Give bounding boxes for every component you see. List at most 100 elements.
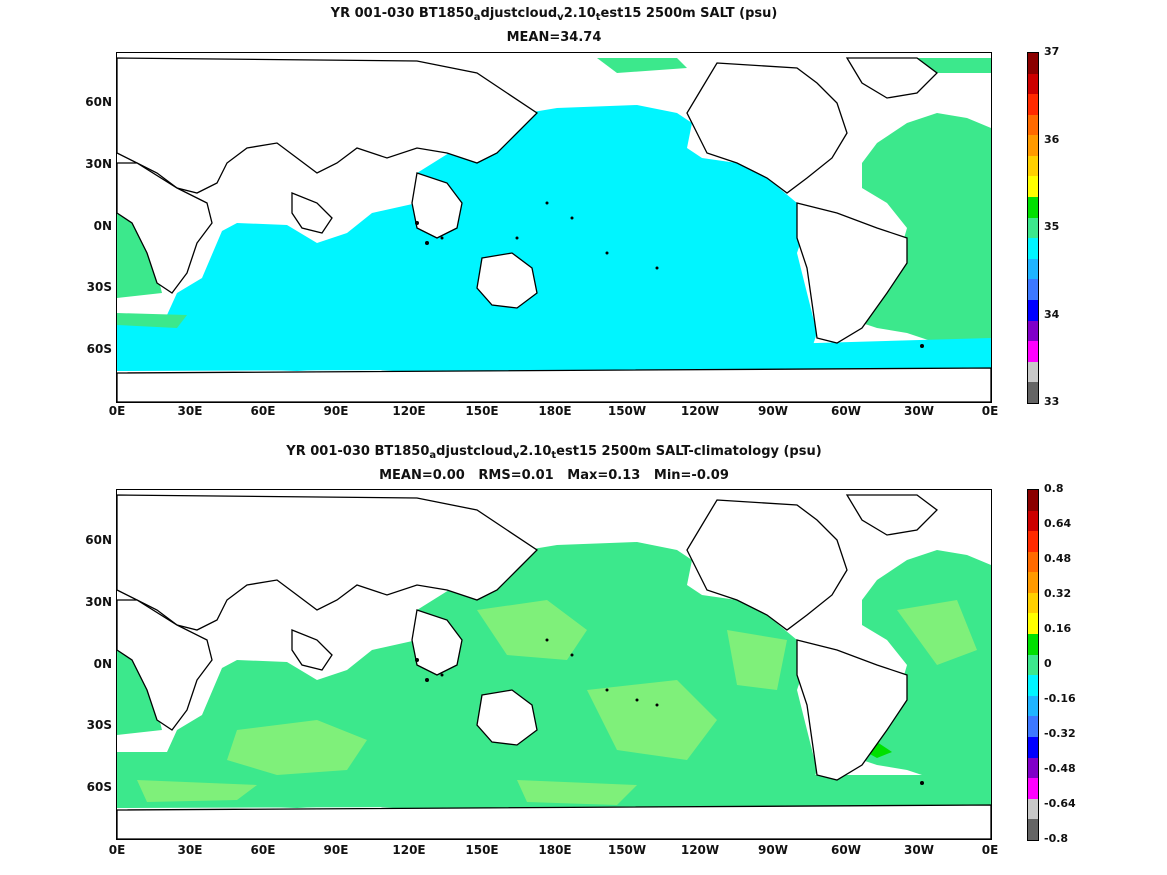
colorbar-swatch	[1028, 592, 1038, 614]
colorbar-tick-label: 0.48	[1044, 552, 1072, 565]
colorbar-swatch	[1028, 135, 1038, 156]
colorbar-swatch	[1028, 778, 1038, 799]
colorbar-tick-label: -0.8	[1044, 832, 1069, 845]
y-tick: 0N	[93, 657, 112, 671]
colorbar-tick-label: 35	[1044, 220, 1060, 233]
x-tick: 60W	[831, 843, 861, 857]
colorbar	[1027, 52, 1039, 404]
colorbar-tick-label: 0	[1044, 657, 1052, 670]
colorbar-tick-label: 0.32	[1044, 587, 1072, 600]
anomaly-patches	[137, 600, 977, 805]
x-tick: 60W	[831, 404, 861, 418]
x-tick: 120E	[392, 404, 426, 418]
colorbar	[1027, 489, 1039, 841]
x-tick: 60E	[250, 404, 276, 418]
colorbar-tick-label: 37	[1044, 45, 1060, 58]
panel-title: YR 001-030 BT1850adjustcloudv2.10test15 …	[330, 6, 778, 23]
colorbar-swatch	[1028, 757, 1038, 779]
colorbar-swatch	[1028, 675, 1038, 696]
colorbar-swatch	[1028, 361, 1038, 383]
x-tick: 30W	[904, 404, 934, 418]
colorbar-swatch	[1028, 382, 1038, 403]
colorbar-swatch	[1028, 114, 1038, 136]
y-tick: 0N	[93, 219, 112, 233]
x-tick: 0E	[108, 404, 126, 418]
x-tick: 60E	[250, 843, 276, 857]
salinity-map	[116, 52, 992, 403]
x-tick: 150E	[465, 404, 499, 418]
x-tick: 120W	[680, 843, 720, 857]
x-tick: 30E	[177, 404, 203, 418]
x-tick: 90E	[323, 843, 349, 857]
colorbar-swatch	[1028, 299, 1038, 321]
colorbar-swatch	[1028, 634, 1038, 655]
colorbar-tick-label: 36	[1044, 132, 1060, 146]
continents	[117, 57, 991, 402]
colorbar-tick-label: 0.16	[1044, 622, 1072, 635]
islands	[415, 638, 924, 785]
colorbar-swatch	[1028, 819, 1038, 840]
colorbar-swatch	[1028, 490, 1038, 511]
colorbar-tick-label: -0.32	[1044, 727, 1076, 740]
colorbar-swatch	[1028, 798, 1038, 820]
colorbar-swatch	[1028, 510, 1038, 532]
colorbar-swatch	[1028, 94, 1038, 115]
x-tick: 30E	[177, 843, 203, 857]
colorbar-swatch	[1028, 716, 1038, 737]
x-tick: 90E	[323, 404, 349, 418]
colorbar-tick-label: -0.48	[1044, 762, 1076, 775]
islands	[415, 201, 924, 348]
colorbar-swatch	[1028, 155, 1038, 177]
colorbar-swatch	[1028, 531, 1038, 552]
colorbar-swatch	[1028, 613, 1038, 635]
colorbar-tick-label: 33	[1044, 395, 1060, 408]
colorbar-swatch	[1028, 279, 1038, 300]
colorbar-tick-label: -0.64	[1044, 797, 1076, 810]
colorbar-swatch	[1028, 654, 1038, 676]
x-tick: 180E	[538, 843, 572, 857]
colorbar-swatch	[1028, 197, 1038, 218]
colorbar-swatch	[1028, 258, 1038, 280]
x-tick: 0E	[981, 404, 999, 418]
panel-title: YR 001-030 BT1850adjustcloudv2.10test15 …	[286, 444, 822, 461]
colorbar-swatch	[1028, 53, 1038, 74]
atlantic-ocean	[862, 113, 991, 353]
colorbar-tick-label: 0.64	[1044, 517, 1072, 530]
y-tick: 60N	[85, 95, 112, 109]
colorbar-swatch	[1028, 73, 1038, 95]
colorbar-swatch	[1028, 551, 1038, 573]
x-tick: 30W	[904, 843, 934, 857]
colorbar-swatch	[1028, 736, 1038, 758]
colorbar-swatch	[1028, 341, 1038, 362]
x-tick: 150E	[465, 843, 499, 857]
colorbar-swatch	[1028, 217, 1038, 239]
x-tick: 120E	[392, 843, 426, 857]
colorbar-swatch	[1028, 320, 1038, 342]
colorbar-swatch	[1028, 695, 1038, 717]
x-tick: 90W	[758, 843, 788, 857]
continents	[117, 494, 991, 839]
y-tick: 60S	[86, 342, 112, 356]
panel-subtitle: MEAN=0.00 RMS=0.01 Max=0.13 Min=-0.09	[379, 468, 729, 483]
x-tick: 180E	[538, 404, 572, 418]
y-tick: 30N	[85, 595, 112, 609]
y-tick: 30S	[86, 718, 112, 732]
colorbar-swatch	[1028, 238, 1038, 259]
y-tick: 60N	[85, 533, 112, 547]
indo-pacific-ocean	[117, 105, 817, 383]
y-tick: 30S	[86, 280, 112, 294]
y-tick: 30N	[85, 157, 112, 171]
colorbar-swatch	[1028, 176, 1038, 198]
x-tick: 150W	[607, 404, 647, 418]
colorbar-tick-label: -0.16	[1044, 692, 1076, 705]
panel-subtitle: MEAN=34.74	[506, 30, 602, 45]
x-tick: 120W	[680, 404, 720, 418]
salinity-anomaly-map	[116, 489, 992, 840]
colorbar-tick-label: 0.8	[1044, 482, 1064, 495]
y-tick: 60S	[86, 780, 112, 794]
x-tick: 90W	[758, 404, 788, 418]
x-tick: 0E	[108, 843, 126, 857]
x-tick: 0E	[981, 843, 999, 857]
colorbar-swatch	[1028, 572, 1038, 593]
colorbar-tick-label: 34	[1044, 307, 1060, 321]
